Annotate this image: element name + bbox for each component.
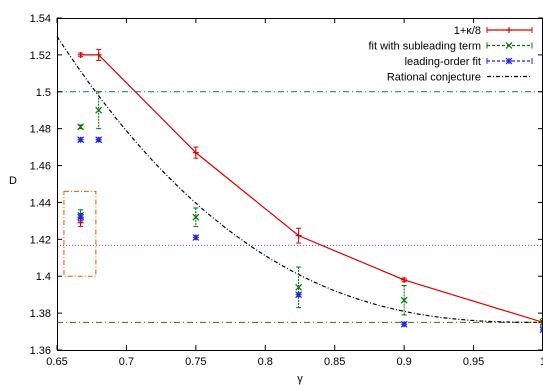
series-0 xyxy=(77,48,543,326)
inset-point xyxy=(77,213,85,222)
marker-stroke xyxy=(505,42,513,49)
legend-item: 1+κ/8 xyxy=(454,25,533,37)
series-layer xyxy=(77,48,543,334)
y-tick-label: 1.5 xyxy=(36,87,51,99)
data-point xyxy=(192,146,199,159)
marker-stroke xyxy=(295,283,303,291)
y-axis-label: D xyxy=(9,175,17,187)
marker-stroke xyxy=(400,296,408,304)
legend-label: leading-order fit xyxy=(405,56,481,68)
data-point xyxy=(77,51,84,58)
x-tick-label: 0.65 xyxy=(46,356,67,368)
legend: 1+κ/8 fit with subleading term leading-ord… xyxy=(369,25,533,84)
x-tick-label: 1 xyxy=(540,356,543,368)
series-2 xyxy=(77,136,543,334)
y-tick-label: 1.46 xyxy=(30,161,51,173)
inset-box xyxy=(63,190,97,277)
data-point xyxy=(77,136,85,144)
data-point xyxy=(400,320,408,328)
legend-label: 1+κ/8 xyxy=(454,25,481,37)
legend-label: fit with subleading term xyxy=(369,41,482,53)
marker-stroke xyxy=(77,136,85,144)
marker-stroke xyxy=(77,213,85,221)
marker-stroke xyxy=(77,123,85,131)
conjecture-curve-layer xyxy=(56,36,543,323)
marker-stroke xyxy=(539,318,543,324)
series-1 xyxy=(77,91,543,327)
marker-stroke xyxy=(192,213,200,221)
data-point xyxy=(401,276,408,283)
data-point xyxy=(295,266,303,309)
marker-stroke xyxy=(95,136,103,144)
marker-stroke xyxy=(95,106,103,114)
x-tick-label: 0.95 xyxy=(463,356,484,368)
x-tick-label: 0.9 xyxy=(396,356,411,368)
series-line xyxy=(80,54,543,323)
marker-stroke xyxy=(295,291,303,299)
y-tick-label: 1.38 xyxy=(30,308,51,320)
marker-stroke xyxy=(539,326,543,331)
data-point xyxy=(95,91,103,130)
inset-points xyxy=(77,209,85,227)
legend-item: fit with subleading term xyxy=(369,41,533,53)
y-tick-label: 1.4 xyxy=(36,271,51,283)
data-point xyxy=(95,136,103,144)
data-point xyxy=(295,227,302,244)
legend-label: Rational conjecture xyxy=(387,72,481,84)
y-tick-label: 1.36 xyxy=(30,345,51,357)
data-point xyxy=(95,48,102,61)
y-tick-label: 1.54 xyxy=(30,13,51,25)
conjecture-curve xyxy=(56,36,543,323)
plot-frame xyxy=(57,18,543,351)
data-point xyxy=(295,291,303,299)
reference-lines xyxy=(57,91,543,323)
legend-item: leading-order fit xyxy=(405,56,533,68)
data-point xyxy=(539,326,543,334)
marker-stroke xyxy=(192,234,200,241)
x-axis-label: γ xyxy=(297,373,303,385)
x-tick-label: 0.8 xyxy=(258,356,273,368)
x-tick-label: 0.75 xyxy=(185,356,206,368)
marker-stroke xyxy=(539,321,543,326)
x-tick-label: 0.85 xyxy=(324,356,345,368)
data-point xyxy=(192,207,200,227)
inset-box-layer xyxy=(63,190,97,277)
y-tick-label: 1.44 xyxy=(30,197,51,209)
marker-stroke xyxy=(539,328,543,334)
x-ticks: 0.65 0.7 0.75 0.8 0.85 0.9 0.95 1 xyxy=(46,18,543,368)
marker-stroke xyxy=(505,57,513,65)
data-point xyxy=(539,318,543,327)
y-tick-label: 1.42 xyxy=(30,234,51,246)
data-point xyxy=(400,284,408,316)
y-tick-label: 1.52 xyxy=(30,50,51,62)
marker-stroke xyxy=(400,320,408,328)
y-ticks: 1.36 1.38 1.4 1.42 1.44 1.46 1.48 1.5 1.52 1.54 xyxy=(30,13,543,357)
y-tick-label: 1.48 xyxy=(30,124,51,136)
data-point xyxy=(77,123,85,131)
data-point xyxy=(192,234,200,241)
x-tick-label: 0.7 xyxy=(119,356,134,368)
legend-item: Rational conjecture xyxy=(387,72,532,84)
